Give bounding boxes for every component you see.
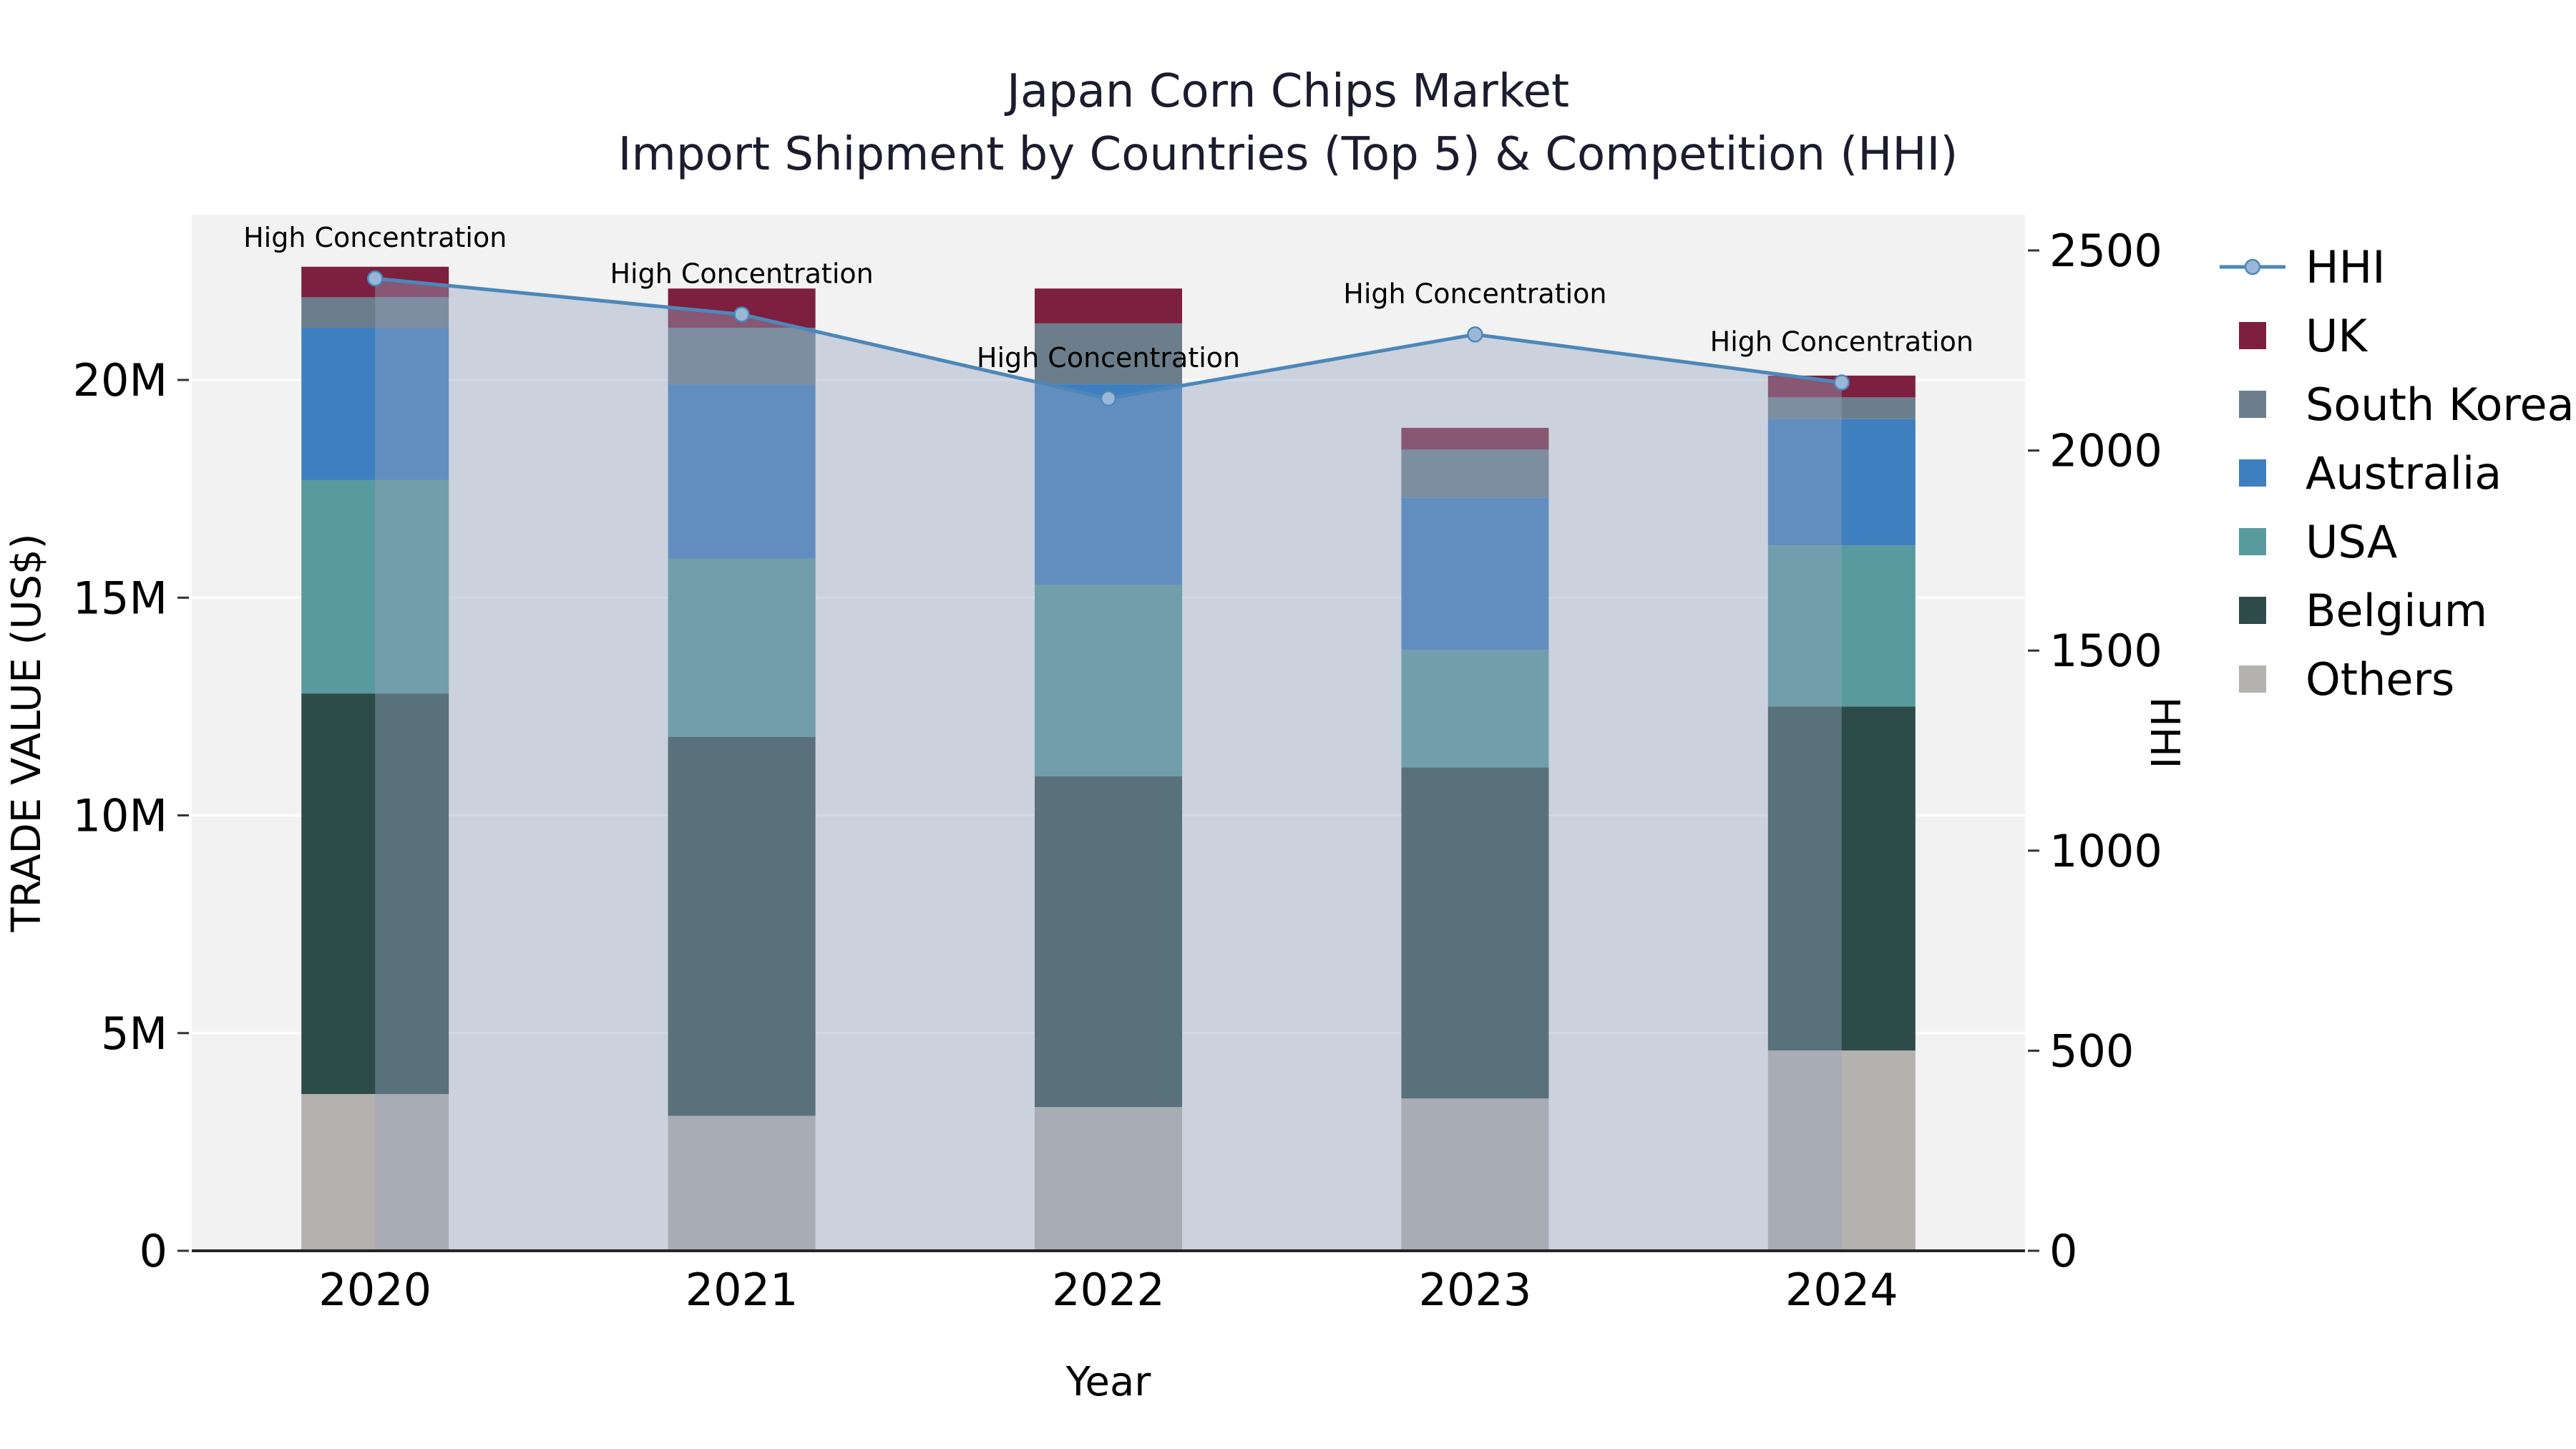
bar-segment-2024-south-korea	[1767, 397, 1916, 419]
annotation-2021: High Concentration	[610, 258, 873, 289]
hhi-area	[375, 278, 1842, 1251]
x-tick-label-2023: 2023	[1419, 1264, 1532, 1316]
bar-segment-2021-others	[668, 1116, 816, 1251]
bar-segment-2022-usa	[1035, 584, 1182, 776]
color-swatch-icon	[2239, 391, 2266, 418]
bar-segment-2021-belgium	[668, 736, 816, 1116]
left-tick-label: 15M	[73, 572, 167, 624]
right-tick-label: 1000	[2049, 825, 2162, 877]
annotation-2024: High Concentration	[1710, 326, 1974, 358]
legend-item-others[interactable]: Others	[2218, 652, 2575, 706]
left-tick-label: 0	[140, 1225, 167, 1277]
hhi-line-legend-icon	[2218, 253, 2287, 281]
left-tick-label: 20M	[73, 354, 167, 406]
legend-swatch-usa	[2218, 527, 2287, 556]
color-swatch-icon	[2239, 665, 2266, 693]
left-axis-title: TRADE VALUE (US$)	[4, 534, 50, 933]
legend-swatch-belgium	[2218, 596, 2287, 625]
bar-segment-2023-uk	[1401, 427, 1549, 450]
right-tick-label: 0	[2049, 1225, 2077, 1277]
x-tick-label-2020: 2020	[318, 1264, 431, 1316]
hhi-marker-2024	[1833, 374, 1850, 391]
x-axis-title: Year	[1065, 1359, 1152, 1405]
left-tick-label: 10M	[73, 790, 167, 842]
left-tick-label: 5M	[101, 1008, 167, 1060]
bar-segment-2020-south-korea	[301, 297, 449, 328]
bar-segment-2023-others	[1401, 1098, 1549, 1251]
right-tick-label: 2000	[2049, 425, 2162, 477]
legend-item-hhi[interactable]: HHI	[2218, 240, 2575, 294]
legend-item-australia[interactable]: Australia	[2218, 446, 2575, 500]
bar-segment-2023-belgium	[1401, 767, 1549, 1099]
bar-segment-2021-usa	[668, 558, 816, 737]
bar-segment-2022-belgium	[1035, 776, 1182, 1108]
hhi-marker-2020	[366, 270, 384, 287]
right-tick-label: 1500	[2049, 625, 2162, 677]
legend-label: Australia	[2306, 447, 2502, 499]
legend-item-usa[interactable]: USA	[2218, 514, 2575, 569]
bar-segment-2024-belgium	[1767, 706, 1916, 1051]
bar-segment-2022-australia	[1035, 384, 1182, 585]
annotation-2020: High Concentration	[243, 222, 507, 253]
color-swatch-icon	[2239, 528, 2266, 555]
chart-title-line2: Import Shipment by Countries (Top 5) & C…	[618, 128, 1958, 181]
bar-segment-2020-usa	[301, 479, 449, 694]
legend-item-belgium[interactable]: Belgium	[2218, 583, 2575, 638]
bar-segment-2022-uk	[1035, 288, 1182, 323]
bar-segment-2022-south-korea	[1035, 323, 1182, 385]
legend-label: South Korea	[2306, 378, 2575, 431]
bar-segment-2024-usa	[1767, 545, 1916, 707]
chart-title-line1: Japan Corn Chips Market	[1006, 65, 1570, 118]
bar-segment-2020-others	[301, 1093, 449, 1251]
hhi-marker-2021	[733, 306, 750, 323]
color-swatch-icon	[2239, 459, 2266, 487]
legend-swatch-south-korea	[2218, 390, 2287, 419]
bar-segment-2022-others	[1035, 1107, 1182, 1251]
bar-segment-2021-australia	[668, 384, 816, 559]
bar-segment-2023-south-korea	[1401, 449, 1549, 498]
bar-segment-2020-belgium	[301, 693, 449, 1094]
x-tick-label-2021: 2021	[686, 1264, 799, 1316]
legend-item-uk[interactable]: UK	[2218, 308, 2575, 363]
annotation-2023: High Concentration	[1343, 278, 1606, 309]
legend-swatch-australia	[2218, 459, 2287, 487]
legend-label: USA	[2306, 515, 2398, 568]
x-tick-label-2024: 2024	[1785, 1264, 1898, 1316]
bar-segment-2023-usa	[1401, 650, 1549, 768]
right-tick-label: 2500	[2049, 225, 2162, 277]
hhi-marker-2022	[1100, 390, 1117, 407]
color-swatch-icon	[2239, 597, 2266, 624]
bar-segment-2024-australia	[1767, 419, 1916, 546]
legend-swatch-uk	[2218, 321, 2287, 350]
right-axis-title: HHI	[2141, 697, 2187, 769]
bar-segment-2023-australia	[1401, 497, 1549, 650]
x-tick-label-2022: 2022	[1052, 1264, 1165, 1316]
bar-segment-2021-south-korea	[668, 327, 816, 385]
annotation-2022: High Concentration	[977, 342, 1240, 374]
hhi-marker-2023	[1467, 326, 1483, 343]
color-swatch-icon	[2239, 322, 2266, 349]
legend-swatch-others	[2218, 665, 2287, 693]
legend-label: HHI	[2306, 240, 2386, 293]
legend-label: Belgium	[2306, 584, 2488, 637]
right-tick-label: 500	[2049, 1025, 2134, 1077]
legend-label: Others	[2306, 653, 2455, 706]
legend: HHI UK South Korea Australia USA Belgium Other…	[2218, 240, 2575, 721]
bar-segment-2024-others	[1767, 1050, 1916, 1251]
chart-title: Japan Corn Chips Market Import Shipment …	[0, 60, 2576, 186]
legend-item-south-korea[interactable]: South Korea	[2218, 377, 2575, 431]
legend-label: UK	[2306, 309, 2368, 362]
bar-segment-2020-australia	[301, 327, 449, 480]
